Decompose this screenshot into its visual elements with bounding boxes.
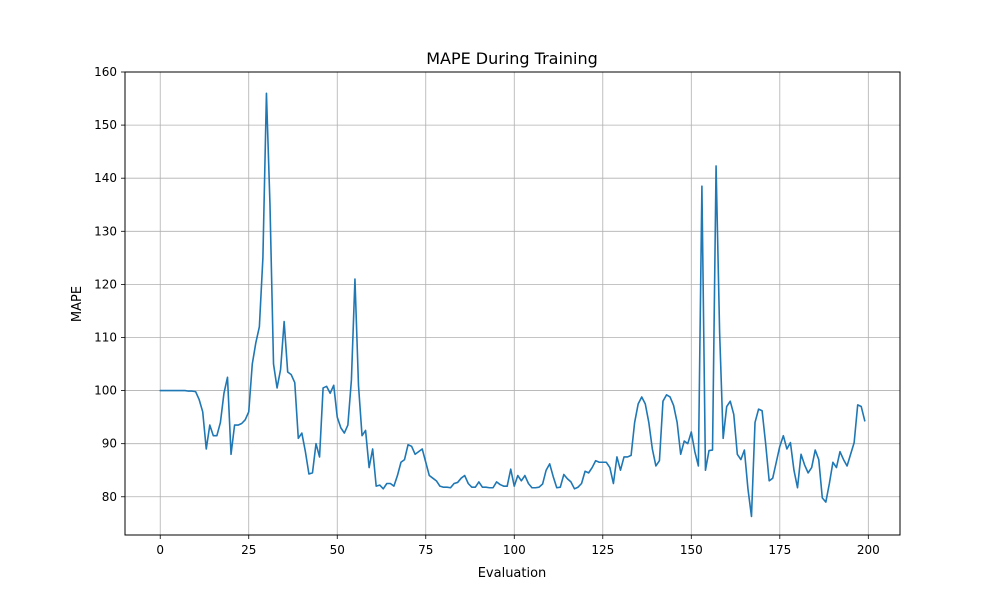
y-tick-label: 110 [94, 330, 117, 344]
y-tick-label: 90 [102, 437, 117, 451]
x-tick-label: 200 [857, 543, 880, 557]
x-tick-label: 150 [680, 543, 703, 557]
x-axis-title: Evaluation [478, 566, 547, 581]
x-tick-label: 25 [241, 543, 256, 557]
plot-frame [124, 71, 901, 536]
x-tick-label: 125 [591, 543, 614, 557]
y-tick-label: 150 [94, 118, 117, 132]
x-tick-label: 100 [503, 543, 526, 557]
y-tick-label: 100 [94, 384, 117, 398]
y-tick-label: 80 [102, 490, 117, 504]
mape-series-line [159, 92, 866, 518]
y-axis-title: MAPE [70, 286, 85, 322]
chart-title: MAPE During Training [426, 49, 598, 68]
series-layer [159, 92, 866, 518]
x-tick-label: 50 [330, 543, 345, 557]
x-tick-label: 75 [418, 543, 433, 557]
x-tick-label: 175 [768, 543, 791, 557]
x-tick-label: 0 [156, 543, 164, 557]
x-axis-ticks: 0 25 50 75 100 125 150 175 200 [156, 535, 880, 557]
y-tick-label: 160 [94, 65, 117, 79]
y-axis-ticks: 80 90 100 110 120 130 140 150 160 [94, 65, 125, 504]
y-tick-label: 120 [94, 277, 117, 291]
y-tick-label: 140 [94, 171, 117, 185]
y-tick-label: 130 [94, 224, 117, 238]
